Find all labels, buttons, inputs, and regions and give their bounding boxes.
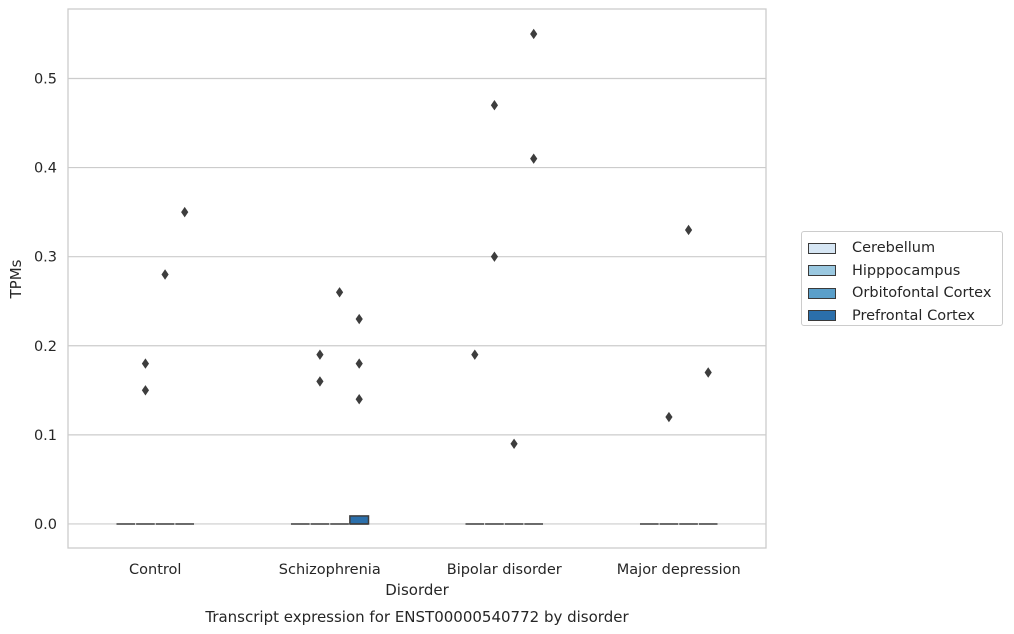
plot-frame xyxy=(67,8,767,549)
outlier-point xyxy=(471,349,479,360)
legend-label: Hipppocampus xyxy=(852,262,961,279)
box xyxy=(349,515,370,525)
legend-label: Prefrontal Cortex xyxy=(852,307,975,324)
outlier-point xyxy=(141,385,150,396)
x-tick-label: Control xyxy=(129,562,181,578)
legend-swatch xyxy=(808,242,836,254)
outlier-point xyxy=(355,313,363,325)
y-tick-label: 0.1 xyxy=(34,428,57,444)
legend-label: Cerebellum xyxy=(852,240,936,257)
grid-lines xyxy=(68,77,766,525)
legend-item: Cerebellum xyxy=(808,237,1002,260)
legend-swatch xyxy=(808,310,836,322)
x-axis-ticks: Control Schizophrenia Bipolar disorder Majo… xyxy=(129,562,741,578)
outlier-point xyxy=(510,438,518,449)
outlier-point xyxy=(684,224,693,236)
y-axis-label: TPMs xyxy=(7,259,25,299)
y-axis-ticks: 0.0 0.1 0.2 0.3 0.4 0.5 xyxy=(34,71,57,532)
outlier-point xyxy=(161,269,169,280)
x-tick-label: Major depression xyxy=(617,562,741,578)
outlier-point xyxy=(530,153,538,164)
legend-label: Orbitofontal Cortex xyxy=(852,285,992,302)
outlier-point xyxy=(181,206,189,218)
legend-swatch xyxy=(808,287,836,299)
outlier-point xyxy=(316,376,324,387)
legend: Cerebellum Hipppocampus Orbitofontal Corte… xyxy=(801,231,1003,326)
outlier-point xyxy=(355,358,363,369)
legend-item: Hipppocampus xyxy=(808,260,1002,283)
y-tick-label: 0.3 xyxy=(34,250,57,266)
x-axis-label: Disorder xyxy=(385,581,449,599)
outliers xyxy=(141,28,712,449)
y-tick-label: 0.2 xyxy=(34,339,57,355)
outlier-point xyxy=(530,28,538,40)
x-tick-label: Bipolar disorder xyxy=(447,562,562,578)
y-tick-label: 0.4 xyxy=(34,161,57,177)
y-tick-label: 0.5 xyxy=(34,71,57,87)
outlier-point xyxy=(704,367,712,378)
legend-item: Orbitofontal Cortex xyxy=(808,282,1002,305)
legend-item: Prefrontal Cortex xyxy=(808,305,1002,328)
outlier-point xyxy=(665,411,673,423)
boxes xyxy=(116,515,718,525)
legend-swatch xyxy=(808,265,836,277)
chart-caption: Transcript expression for ENST0000054077… xyxy=(204,608,629,626)
outlier-point xyxy=(316,349,324,360)
outlier-point xyxy=(335,287,344,298)
outlier-point xyxy=(141,358,150,369)
x-tick-label: Schizophrenia xyxy=(279,562,381,578)
outlier-point xyxy=(490,100,499,111)
y-tick-label: 0.0 xyxy=(34,517,57,533)
outlier-point xyxy=(490,251,499,262)
outlier-point xyxy=(355,394,363,405)
